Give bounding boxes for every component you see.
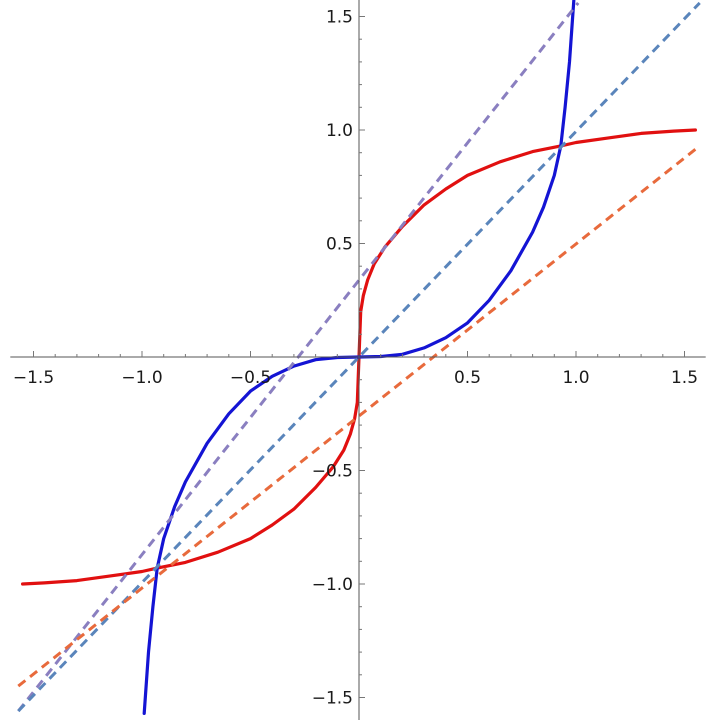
y-tick-label: −0.5 [312, 462, 353, 482]
axes-layer [10, 0, 706, 720]
y-tick-label: −1.0 [312, 575, 353, 595]
x-tick-label: −1.5 [13, 368, 54, 388]
x-tick-label: 1.0 [562, 368, 589, 388]
x-tick-label: 1.5 [671, 368, 698, 388]
y-tick-label: −1.5 [312, 689, 353, 709]
y-tick-label: 1.0 [326, 121, 353, 141]
ticks-layer: −1.5 −1.0 −0.5 0.5 1.0 1.5 −1.5 −1.0 −0.5 0.5 1.0 1… [13, 8, 698, 709]
dashed-line-4 [17, 144, 701, 688]
x-tick-label: −1.0 [121, 368, 162, 388]
x-tick-label: −0.5 [230, 368, 271, 388]
y-tick-label: 1.5 [326, 8, 353, 28]
y-tick-label: 0.5 [326, 235, 353, 255]
x-tick-label: 0.5 [454, 368, 481, 388]
dashed-line-3 [17, 1, 701, 713]
